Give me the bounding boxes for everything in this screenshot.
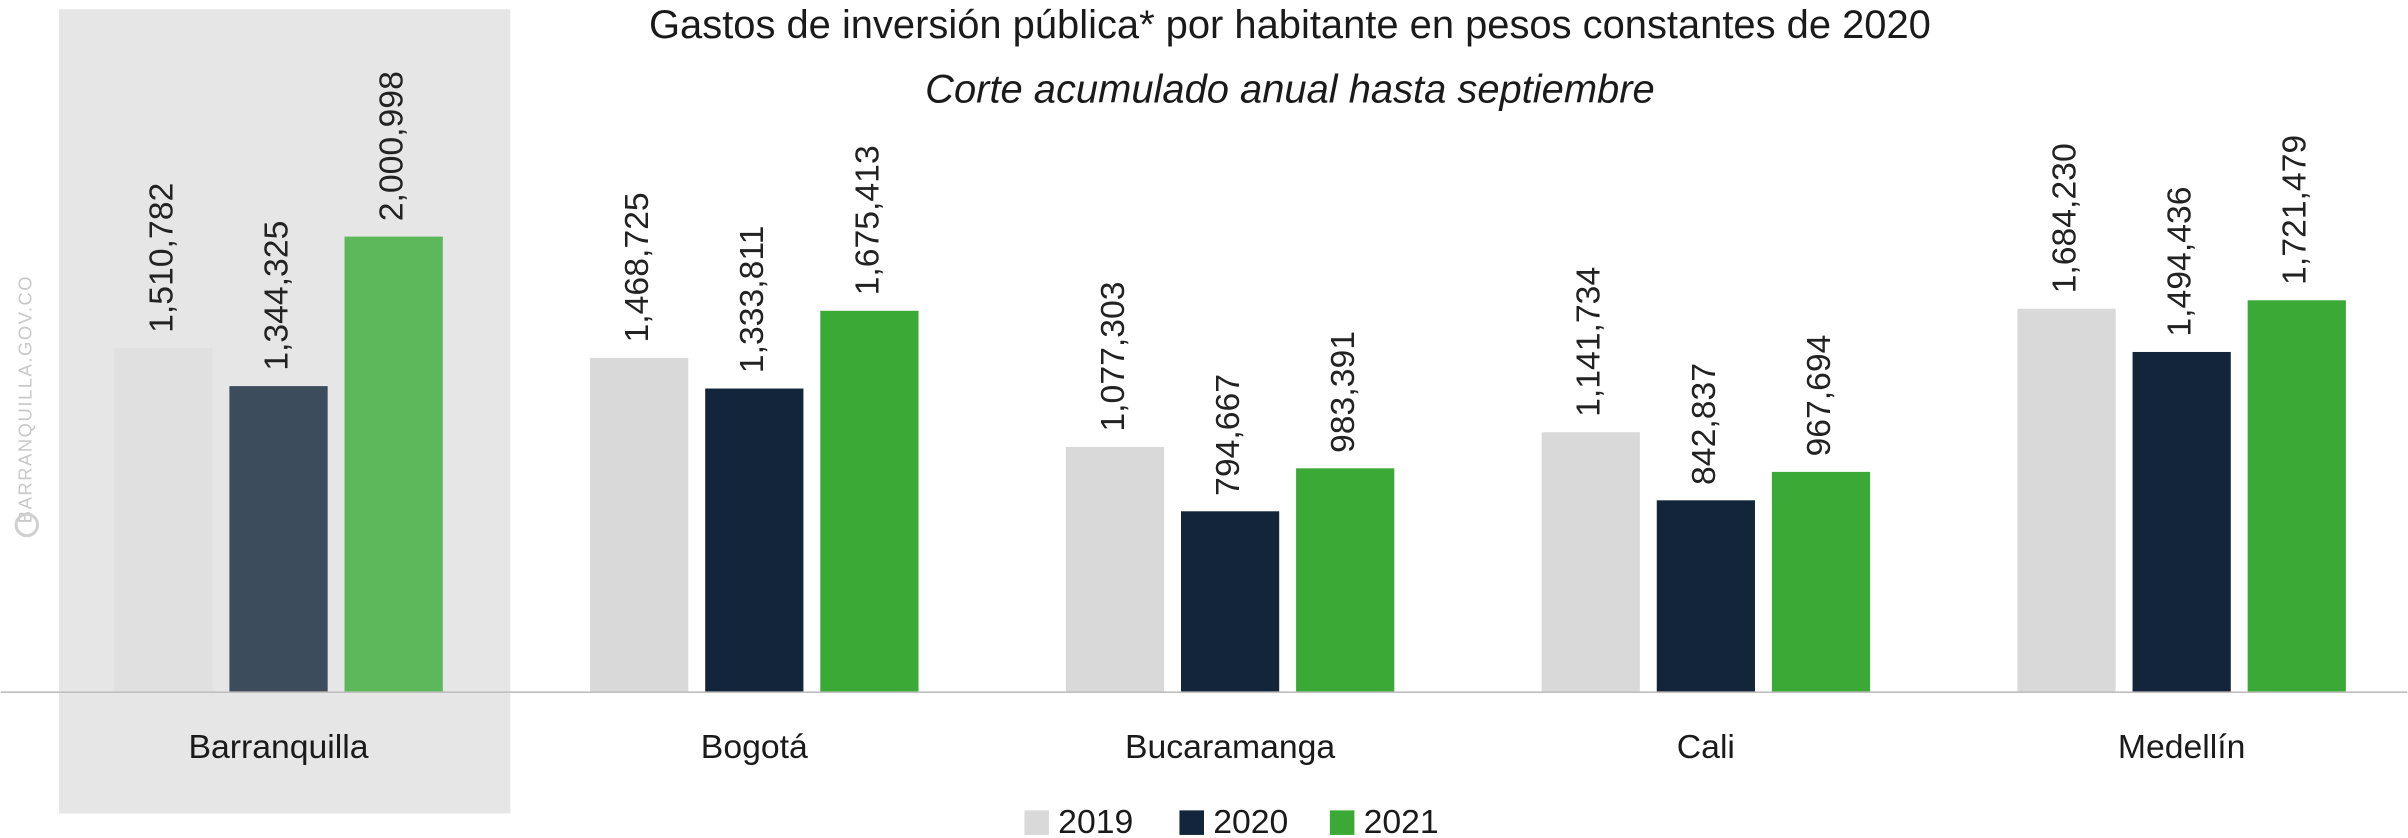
value-label: 1,494,436: [2161, 186, 2199, 336]
bar: [229, 386, 328, 693]
value-label: 842,837: [1685, 363, 1723, 485]
value-label: 1,675,413: [848, 145, 886, 295]
bar-highlight-tint: [344, 236, 443, 693]
value-label: 1,510,782: [142, 183, 180, 333]
bar: [705, 388, 804, 693]
value-label: 794,667: [1209, 374, 1247, 496]
legend-swatch: [1179, 810, 1204, 835]
watermark: BARRANQUILLA.GOV.CO: [15, 275, 36, 523]
legend-label: 2020: [1213, 803, 1288, 838]
bar: [820, 310, 919, 693]
bar-highlight-tint: [114, 348, 213, 693]
bar: [1065, 446, 1165, 693]
x-tick-label: Bucaramanga: [1125, 728, 1335, 766]
bar: [114, 348, 213, 693]
bar: [1656, 500, 1755, 693]
x-tick-label: Barranquilla: [188, 728, 368, 766]
value-label: 983,391: [1324, 331, 1362, 453]
value-label: 967,694: [1800, 335, 1838, 457]
legend-label: 2019: [1058, 803, 1133, 838]
value-label: 1,344,325: [257, 221, 295, 371]
bar: [1180, 511, 1280, 693]
value-label: 1,684,230: [2045, 143, 2083, 293]
legend-swatch: [1329, 810, 1355, 835]
x-tick-label: Bogotá: [701, 728, 808, 766]
watermark-icon: [14, 512, 40, 538]
legend-swatch: [1024, 810, 1049, 835]
x-tick-label: Medellín: [2118, 728, 2246, 766]
value-label: 1,721,479: [2276, 135, 2314, 285]
chart-title: Gastos de inversión pública* por habitan…: [649, 3, 1931, 47]
bar: [2017, 308, 2116, 693]
value-label: 2,000,998: [373, 71, 411, 221]
value-label: 1,468,725: [618, 192, 656, 342]
value-label: 1,141,734: [1570, 267, 1608, 417]
value-label: 1,077,303: [1094, 281, 1132, 431]
legend-label: 2021: [1364, 803, 1439, 838]
bar-highlight-tint: [229, 386, 328, 693]
bar: [1296, 468, 1395, 693]
chart-subtitle: Corte acumulado anual hasta septiembre: [925, 68, 1655, 112]
x-tick-label: Cali: [1677, 728, 1735, 766]
bar: [1541, 432, 1640, 693]
bar: [2132, 351, 2231, 693]
bar: [2247, 300, 2346, 693]
bar: [344, 236, 443, 693]
bar: [590, 357, 689, 693]
value-label: 1,333,811: [733, 226, 771, 374]
bar: [1771, 471, 1871, 693]
